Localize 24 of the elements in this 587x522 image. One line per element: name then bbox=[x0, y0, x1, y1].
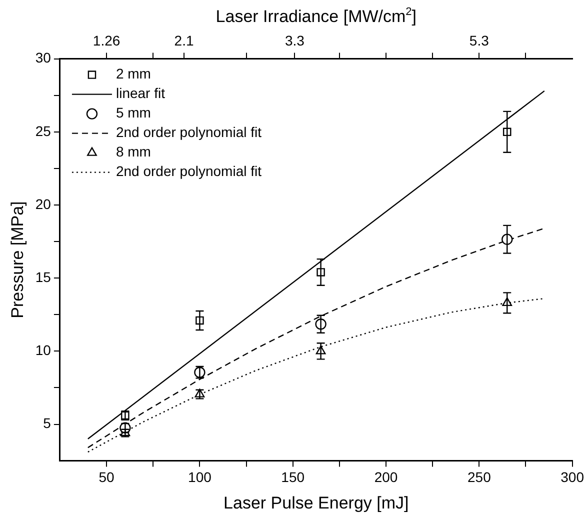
legend-label: 2nd order polynomial fit bbox=[116, 124, 262, 140]
x2-tick-label: 5.3 bbox=[469, 32, 490, 48]
x2-tick-label: 3.3 bbox=[284, 32, 305, 48]
x-tick-label: 300 bbox=[560, 469, 584, 486]
legend-label: 2 mm bbox=[116, 66, 151, 82]
legend-label: 8 mm bbox=[116, 144, 151, 160]
y-tick-label: 30 bbox=[35, 50, 52, 66]
y-tick-label: 25 bbox=[35, 122, 52, 139]
x-tick-label: 250 bbox=[467, 469, 492, 486]
y-tick-label: 5 bbox=[43, 415, 52, 432]
y-tick-label: 10 bbox=[35, 342, 52, 358]
legend-label: 5 mm bbox=[116, 104, 151, 121]
x-axis-title: Laser Pulse Energy [mJ] bbox=[224, 493, 409, 512]
y-axis-title: Pressure [MPa] bbox=[8, 201, 27, 318]
legend-label: 2nd order polynomial fit bbox=[116, 163, 262, 180]
x-tick-label: 50 bbox=[98, 469, 115, 486]
y-tick-label: 20 bbox=[35, 196, 52, 212]
x-tick-label: 100 bbox=[188, 469, 212, 486]
x-tick-label: 200 bbox=[374, 469, 398, 486]
legend-label: linear fit bbox=[116, 85, 166, 102]
x-tick-label: 150 bbox=[281, 469, 305, 486]
x2-tick-label: 1.26 bbox=[92, 32, 120, 48]
x2-tick-label: 2.1 bbox=[174, 32, 194, 48]
y-tick-label: 15 bbox=[35, 268, 52, 285]
